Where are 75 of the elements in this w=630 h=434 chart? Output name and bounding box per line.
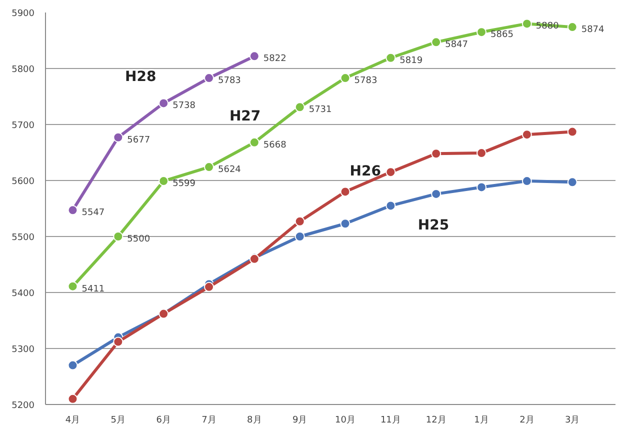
data-label: 5624 [218, 165, 242, 176]
y-tick-label: 5400 [12, 289, 35, 299]
point [567, 177, 578, 188]
point [567, 22, 578, 32]
point [68, 360, 78, 370]
data-label: 5547 [82, 208, 105, 218]
data-label: 5411 [82, 284, 105, 294]
x-tick-label: 11月 [380, 416, 401, 426]
point [522, 176, 532, 186]
x-tick-label: 3月 [564, 416, 580, 426]
data-label: 5500 [127, 234, 150, 244]
point [476, 148, 487, 158]
point [431, 188, 442, 199]
point [68, 394, 78, 404]
point [340, 73, 350, 84]
point [522, 18, 532, 29]
point [113, 336, 124, 347]
point [158, 176, 169, 186]
data-label: 5783 [218, 76, 241, 86]
x-tick-label: 9月 [292, 416, 308, 426]
data-label: 5677 [127, 135, 150, 146]
point [113, 232, 124, 242]
x-tick-label: 5月 [110, 416, 126, 426]
series-label: H28 [124, 69, 156, 86]
y-tick-label: 5900 [12, 9, 35, 19]
data-label: 5599 [172, 179, 196, 190]
point [476, 27, 487, 38]
x-tick-label: 7月 [202, 416, 216, 426]
point [204, 282, 214, 292]
y-tick-label: 5200 [12, 401, 35, 411]
y-tick-label: 5300 [12, 345, 35, 355]
data-label: 5738 [172, 101, 196, 112]
point [204, 162, 214, 172]
point [386, 167, 396, 178]
point [68, 205, 78, 216]
x-tick-label: 2月 [520, 416, 534, 426]
data-label: 5668 [263, 140, 287, 150]
x-tick-label: 6月 [156, 416, 171, 426]
x-tick-label: 12月 [426, 416, 446, 426]
point [294, 102, 305, 112]
x-tick-label: 8月 [247, 416, 262, 426]
data-label: 5874 [581, 25, 605, 36]
data-label: 5819 [400, 56, 423, 66]
x-tick-label: 4月 [65, 416, 80, 426]
data-label: 5847 [445, 40, 468, 50]
y-tick-label: 5600 [12, 177, 35, 187]
series-label: H25 [418, 218, 450, 234]
y-tick-label: 5800 [12, 65, 35, 75]
point [340, 218, 350, 229]
point [431, 37, 442, 48]
y-tick-label: 5700 [12, 121, 35, 131]
x-tick-label: 10月 [335, 416, 356, 426]
y-tick-label: 5500 [12, 233, 35, 243]
x-tick-label: 1月 [474, 416, 489, 426]
data-label: 5783 [354, 76, 378, 86]
point [386, 52, 396, 63]
point [113, 132, 124, 142]
series-label: H26 [350, 164, 382, 180]
point [567, 126, 578, 137]
data-label: 5865 [490, 30, 514, 40]
data-label: 5822 [263, 54, 286, 64]
point [522, 130, 532, 140]
series-label: H27 [229, 108, 261, 124]
point [431, 148, 442, 159]
point [204, 73, 214, 84]
data-label: 5731 [308, 105, 332, 116]
point [340, 186, 350, 197]
point [158, 98, 169, 108]
point [386, 200, 396, 211]
point [294, 216, 305, 226]
point [294, 232, 305, 242]
point [249, 137, 260, 148]
point [249, 51, 260, 62]
point [476, 182, 487, 192]
point [68, 281, 78, 292]
